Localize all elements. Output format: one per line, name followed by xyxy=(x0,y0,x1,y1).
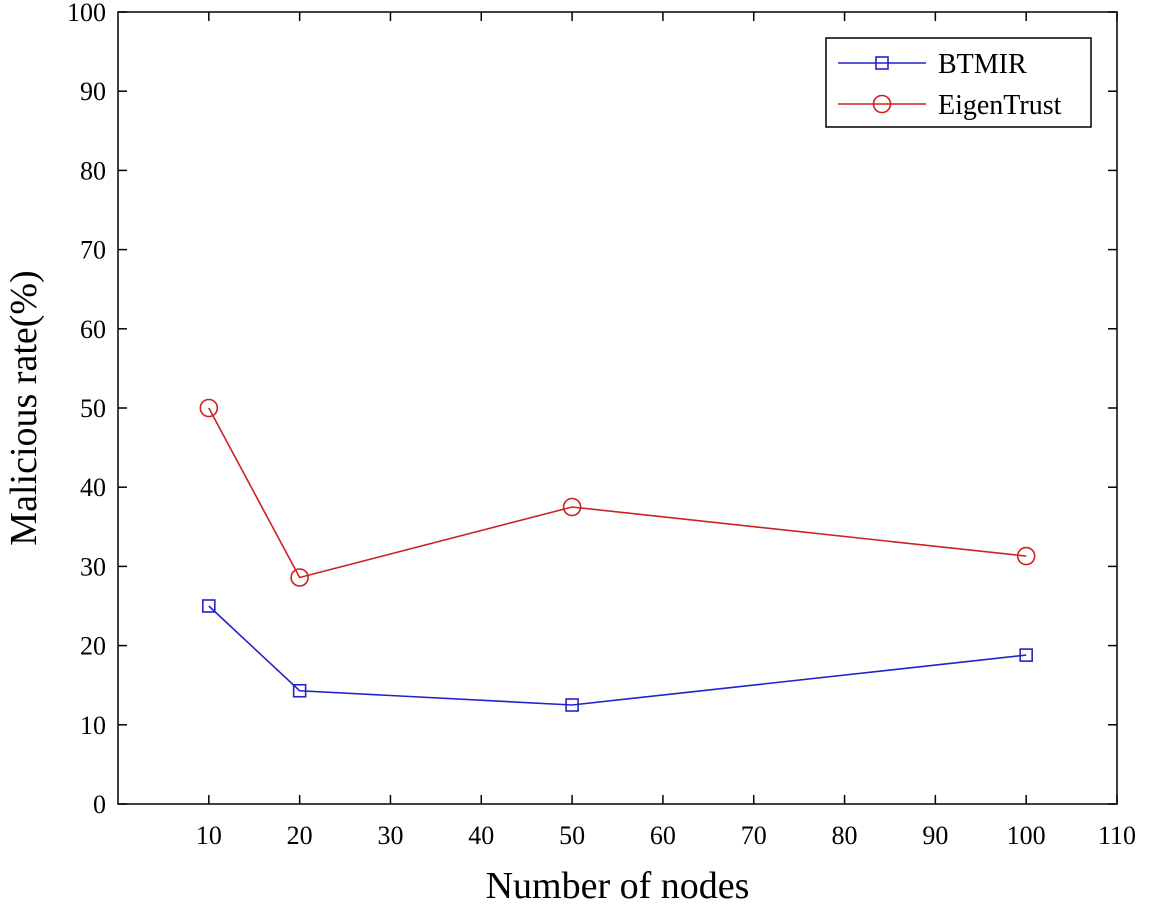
x-tick-label: 60 xyxy=(650,821,676,850)
y-tick-label: 70 xyxy=(80,236,106,265)
data-point xyxy=(565,698,579,712)
data-point xyxy=(292,683,307,698)
series-eigentrust xyxy=(199,398,1036,587)
legend-label: BTMIR xyxy=(938,49,1027,80)
x-tick-label: 70 xyxy=(741,821,767,850)
x-tick-label: 30 xyxy=(377,821,403,850)
ticks-layer: 10 20 30 40 50 60 70 80 90 100 110 0 10 20 30 40 50 60 70 8… xyxy=(67,0,1136,850)
plot-frame xyxy=(117,11,1118,805)
legend-marker xyxy=(875,56,889,70)
y-tick-label: 60 xyxy=(80,315,106,344)
legend-entry: BTMIR xyxy=(838,49,1027,80)
data-point xyxy=(202,599,216,613)
x-tick-label: 110 xyxy=(1098,821,1136,850)
legend-marker xyxy=(872,94,892,114)
x-tick-label: 50 xyxy=(559,821,585,850)
series-line xyxy=(208,605,1027,706)
x-tick-label: 80 xyxy=(832,821,858,850)
series-btmir xyxy=(202,599,1033,712)
y-tick-label: 20 xyxy=(80,632,106,661)
legend: BTMIR EigenTrust xyxy=(825,37,1092,128)
legend-entries: BTMIR EigenTrust xyxy=(838,49,1062,121)
y-tick-label: 30 xyxy=(80,552,106,581)
legend-box xyxy=(825,37,1092,128)
y-axis-title: Malicious rate(%) xyxy=(3,270,45,545)
y-tick-label: 10 xyxy=(80,711,106,740)
y-tick-label: 40 xyxy=(80,473,106,502)
x-axis-title: Number of nodes xyxy=(486,865,750,904)
x-tick-label: 90 xyxy=(922,821,948,850)
y-tick-label: 50 xyxy=(80,394,106,423)
x-tick-label: 10 xyxy=(196,821,222,850)
series-line xyxy=(208,407,1027,579)
y-tick-label: 80 xyxy=(80,156,106,185)
x-tick-label: 40 xyxy=(468,821,494,850)
legend-entry: EigenTrust xyxy=(838,90,1062,121)
data-point xyxy=(290,568,309,587)
data-point xyxy=(562,497,582,517)
x-tick-label: 100 xyxy=(1007,821,1046,850)
data-point xyxy=(1019,648,1033,662)
x-tick-label: 20 xyxy=(287,821,313,850)
series-layer xyxy=(199,398,1036,712)
y-tick-label: 0 xyxy=(93,790,106,819)
y-tick-label: 100 xyxy=(67,0,106,27)
data-point xyxy=(199,398,219,418)
legend-label: EigenTrust xyxy=(938,90,1062,121)
data-point xyxy=(1016,546,1036,566)
y-tick-label: 90 xyxy=(80,77,106,106)
